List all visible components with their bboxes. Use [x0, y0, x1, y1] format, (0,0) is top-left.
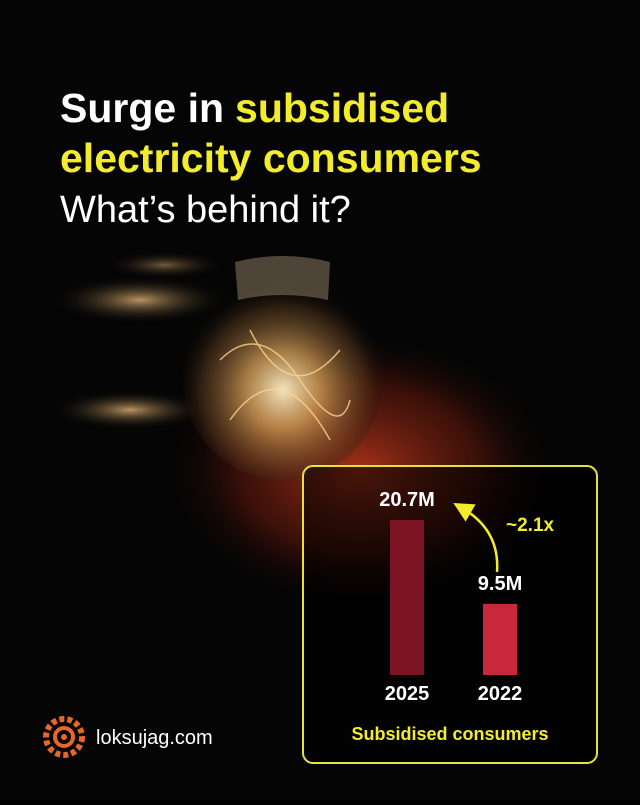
annotation: ~2.1x: [506, 515, 555, 536]
brand-name: loksujag.com: [96, 727, 213, 749]
value-label: 20.7M: [379, 489, 435, 511]
fairy-lights: [219, 329, 351, 441]
title-highlight: subsidised: [235, 85, 449, 131]
light-streak: [50, 276, 230, 324]
bulb-neck: [235, 256, 330, 300]
chart-panel: [302, 465, 598, 764]
title-text: Surge in: [60, 85, 224, 131]
light-bulb: [183, 280, 383, 480]
title-highlight: electricity consumers: [60, 135, 482, 181]
bar: [390, 520, 424, 675]
bar: [483, 603, 517, 675]
value-label: 9.5M: [478, 573, 522, 595]
category-label: 2025: [385, 683, 430, 705]
growth-arrow: [453, 502, 499, 573]
category-label: 2022: [478, 683, 523, 705]
brand-logo: [43, 716, 85, 758]
title-line: Surge in subsidised: [60, 85, 449, 131]
light-streak: [105, 251, 225, 279]
subtitle: What’s behind it?: [60, 189, 351, 231]
x-axis-label: Subsidised consumers: [351, 724, 548, 744]
light-streak: [50, 390, 210, 430]
